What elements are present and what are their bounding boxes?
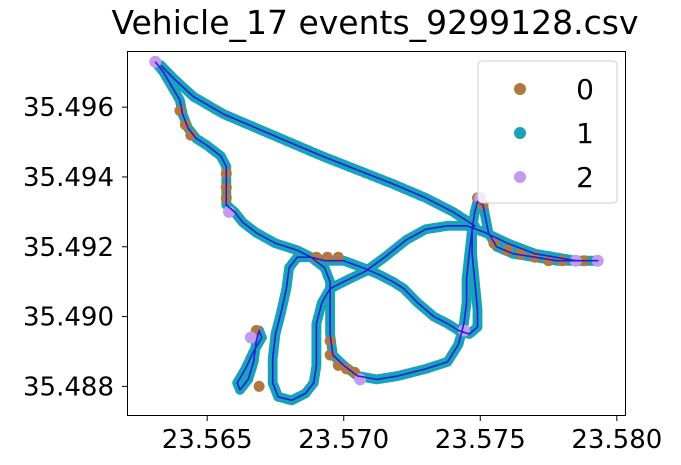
legend-marker	[514, 127, 526, 139]
x-tick-label: 23.570	[298, 425, 389, 455]
event-0-point	[185, 129, 197, 141]
axes: 23.565 23.570 23.575 23.580 35.488 35.490 35.4…	[23, 93, 662, 455]
event-0-point	[253, 380, 265, 392]
legend-label: 0	[576, 73, 594, 106]
plot-area	[149, 55, 604, 406]
event-0-point	[543, 255, 554, 267]
y-tick-label: 35.496	[23, 93, 114, 123]
legend-marker	[514, 171, 526, 183]
x-tick-label: 23.580	[571, 425, 662, 455]
event-0-point	[174, 105, 186, 117]
y-tick-label: 35.494	[23, 163, 114, 193]
legend-box	[477, 60, 618, 204]
trajectory-line	[154, 61, 599, 402]
y-tick-label: 35.490	[23, 303, 114, 333]
event-0-point	[324, 335, 336, 347]
x-tick-label: 23.575	[435, 425, 526, 455]
event-0-point	[515, 248, 527, 260]
trajectory-line	[236, 329, 263, 391]
plot-frame	[127, 51, 626, 416]
legend-label: 1	[576, 117, 594, 150]
chart-title: Vehicle_17 events_9299128.csv	[111, 3, 638, 42]
y-tick-label: 35.492	[23, 233, 114, 263]
legend-label: 2	[576, 161, 594, 194]
y-tick-label: 35.488	[23, 372, 114, 402]
event-2-point	[244, 331, 257, 344]
legend-marker	[514, 83, 526, 95]
x-tick-label: 23.565	[162, 425, 253, 455]
legend: 0 1 2	[477, 60, 618, 204]
